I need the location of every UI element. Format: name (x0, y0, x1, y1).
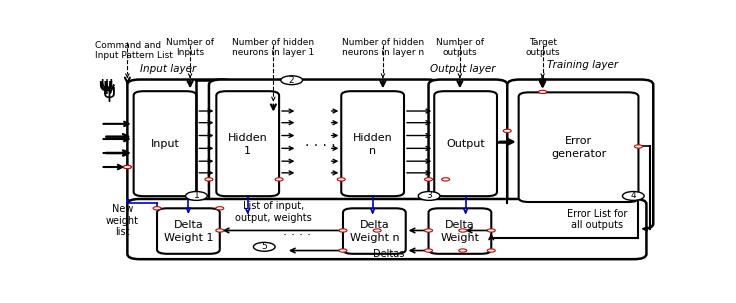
FancyBboxPatch shape (127, 199, 646, 259)
Text: 2: 2 (289, 76, 294, 85)
FancyBboxPatch shape (428, 208, 492, 254)
FancyBboxPatch shape (507, 79, 654, 229)
FancyBboxPatch shape (216, 91, 279, 196)
FancyBboxPatch shape (343, 208, 406, 254)
Text: Input: Input (151, 139, 180, 149)
Circle shape (337, 178, 345, 181)
Text: Deltas: Deltas (373, 249, 404, 259)
FancyBboxPatch shape (134, 91, 197, 196)
Circle shape (425, 178, 433, 181)
Circle shape (634, 145, 643, 148)
Text: Training layer: Training layer (547, 60, 618, 70)
FancyBboxPatch shape (209, 79, 440, 203)
Circle shape (153, 207, 161, 210)
Circle shape (459, 249, 467, 252)
Circle shape (339, 249, 347, 252)
Text: Error
generator: Error generator (551, 136, 606, 159)
Text: Ψ: Ψ (100, 79, 113, 94)
Circle shape (623, 191, 644, 200)
Circle shape (124, 165, 131, 169)
Text: Delta
Weight: Delta Weight (440, 220, 479, 243)
FancyBboxPatch shape (428, 79, 507, 203)
Circle shape (539, 90, 547, 94)
Text: . . . .: . . . . (305, 135, 336, 149)
Circle shape (503, 129, 512, 132)
Circle shape (216, 207, 224, 210)
Text: ψ: ψ (102, 83, 116, 102)
Circle shape (442, 178, 450, 181)
Text: 4: 4 (631, 191, 636, 201)
Text: Output layer: Output layer (430, 64, 495, 74)
Circle shape (373, 229, 381, 232)
Circle shape (487, 249, 495, 252)
Text: Target
outputs: Target outputs (526, 38, 560, 57)
Text: Input layer: Input layer (141, 64, 197, 74)
Text: Number of hidden
neurons in layer n: Number of hidden neurons in layer n (342, 38, 424, 57)
Text: 3: 3 (426, 191, 432, 201)
Circle shape (205, 178, 213, 181)
Text: Delta
Weight 1: Delta Weight 1 (163, 220, 213, 243)
Text: Hidden
1: Hidden 1 (228, 133, 268, 156)
Text: Delta
Weight n: Delta Weight n (350, 220, 399, 243)
Circle shape (185, 191, 208, 200)
Text: Number of
Inputs: Number of Inputs (166, 38, 214, 57)
Circle shape (418, 191, 440, 200)
Text: Number of
outputs: Number of outputs (436, 38, 484, 57)
Text: Command and
Input Pattern List: Command and Input Pattern List (95, 41, 173, 60)
FancyBboxPatch shape (342, 91, 404, 196)
Circle shape (487, 229, 495, 232)
Text: . . . .: . . . . (283, 225, 311, 238)
Circle shape (275, 178, 283, 181)
Circle shape (425, 229, 433, 232)
FancyBboxPatch shape (434, 91, 497, 196)
Circle shape (281, 76, 302, 85)
FancyBboxPatch shape (157, 208, 220, 254)
FancyBboxPatch shape (127, 79, 235, 203)
Text: 5: 5 (261, 242, 267, 251)
Text: Number of hidden
neurons in layer 1: Number of hidden neurons in layer 1 (233, 38, 314, 57)
Circle shape (425, 249, 433, 252)
FancyBboxPatch shape (519, 92, 638, 202)
Circle shape (253, 242, 275, 251)
Circle shape (124, 165, 131, 169)
Circle shape (459, 229, 467, 232)
Circle shape (216, 229, 224, 232)
Text: Output: Output (446, 139, 485, 149)
Text: Error List for
all outputs: Error List for all outputs (567, 209, 627, 230)
Text: Hidden
n: Hidden n (353, 133, 392, 156)
Text: New
weight
list: New weight list (106, 204, 138, 237)
Circle shape (339, 229, 347, 232)
Text: Ψ: Ψ (98, 80, 112, 98)
Text: List of input,
output, weights: List of input, output, weights (235, 201, 312, 223)
Text: 1: 1 (194, 191, 199, 201)
